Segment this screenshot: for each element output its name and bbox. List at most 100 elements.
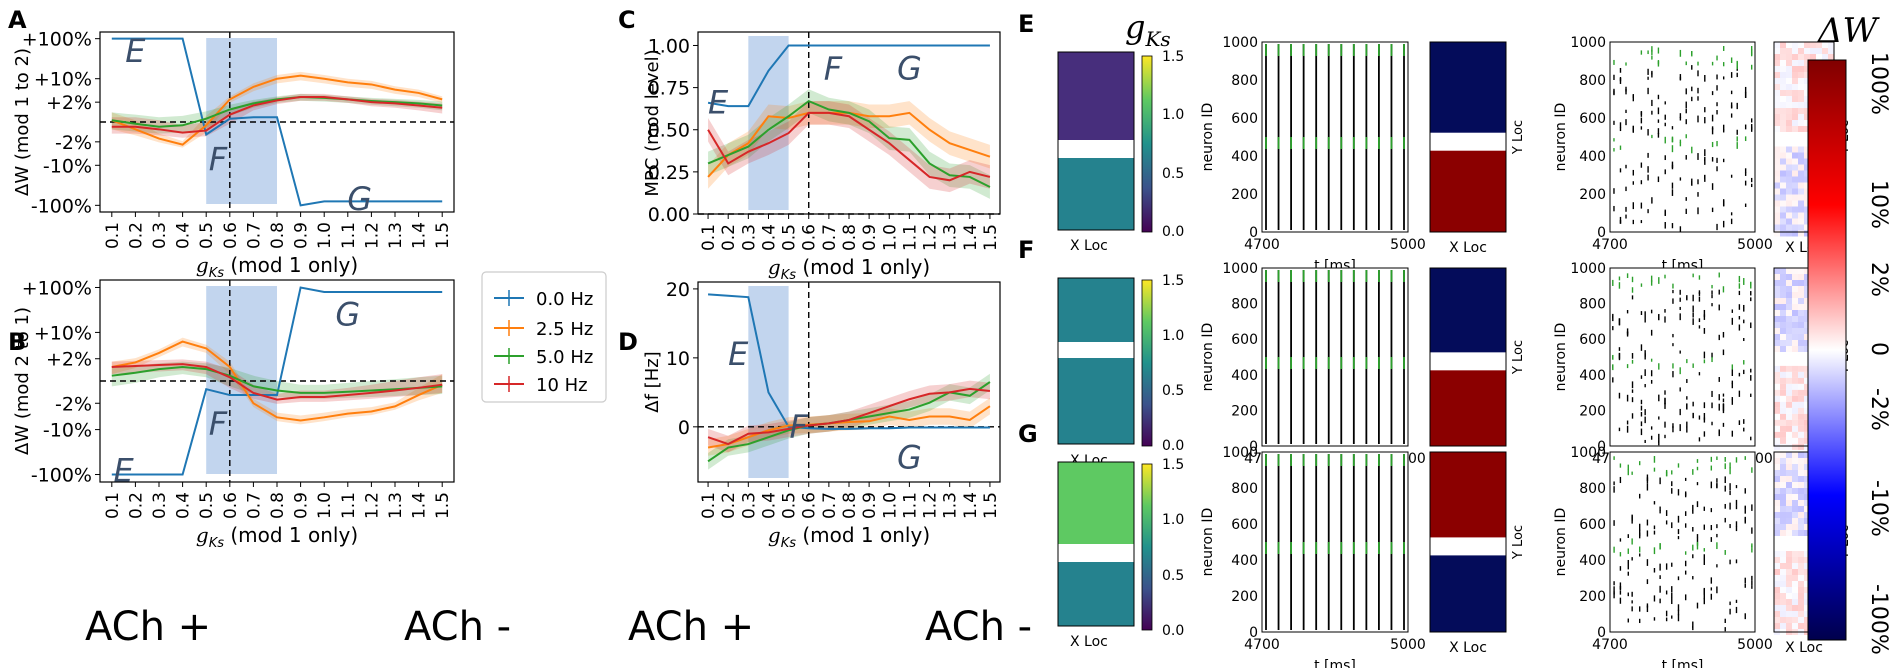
x-axis-label: gKs (mod 1 only) <box>196 523 358 551</box>
x-tick-label: 0.6 <box>800 492 820 519</box>
raster-y-tick: 1000 <box>1222 445 1258 461</box>
gks-cb-tick-e-0: 1.5 <box>1162 49 1184 65</box>
weight-cell <box>1774 575 1780 581</box>
x-tick-label: 0.7 <box>244 222 264 249</box>
weight-cell <box>1786 557 1792 563</box>
weight-cell <box>1780 340 1786 346</box>
weight-cell <box>1786 72 1792 78</box>
weight-cell <box>1780 96 1786 102</box>
weight-cell <box>1792 617 1798 623</box>
weight-cell <box>1780 623 1786 629</box>
raster-y-label: neuron ID <box>1553 508 1569 577</box>
weight-cell <box>1786 437 1792 444</box>
weight-cell <box>1804 593 1810 599</box>
phase-map-bottom <box>1430 150 1506 232</box>
phase-map-top <box>1430 268 1506 353</box>
weight-cell <box>1798 84 1804 90</box>
y-tick-label: 20 <box>666 279 690 301</box>
weight-cell <box>1798 54 1804 60</box>
weight-cell <box>1798 274 1804 280</box>
weight-cell <box>1798 322 1804 328</box>
gks-map-f-top <box>1058 278 1134 342</box>
weight-cell <box>1786 60 1792 66</box>
phase-map-top <box>1430 452 1506 538</box>
series-line-0 <box>111 286 443 476</box>
raster-y-tick: 800 <box>1579 73 1606 89</box>
weight-cell <box>1798 280 1804 286</box>
weight-cell <box>1804 470 1810 476</box>
annotation-g: G <box>897 438 922 476</box>
weight-cell <box>1786 84 1792 90</box>
weight-cell <box>1774 280 1780 286</box>
raster-y-tick: 1000 <box>1222 261 1258 277</box>
weight-cell <box>1798 316 1804 322</box>
weight-cell <box>1810 54 1816 60</box>
weight-cell <box>1798 120 1804 126</box>
legend-entry-3: 10 Hz <box>494 375 588 396</box>
weight-cell <box>1786 126 1792 132</box>
weight-cell <box>1786 212 1792 219</box>
weight-cell <box>1804 120 1810 126</box>
weight-cell <box>1804 230 1810 237</box>
weight-cell <box>1798 617 1804 623</box>
weight-cell <box>1774 617 1780 623</box>
weight-cell <box>1792 126 1798 132</box>
weight-cell <box>1798 224 1804 231</box>
weight-cell <box>1792 322 1798 328</box>
weight-cell <box>1786 146 1792 153</box>
weight-cell <box>1774 563 1780 569</box>
weight-cell <box>1798 512 1804 518</box>
weight-cell <box>1774 395 1780 402</box>
weight-cell <box>1786 316 1792 322</box>
weight-cell <box>1780 413 1786 420</box>
phase-map-bottom <box>1430 555 1506 632</box>
phase-map-frame <box>1429 451 1507 633</box>
weight-cell <box>1804 569 1810 575</box>
panel-label-a: A <box>8 6 27 34</box>
weight-cell <box>1792 437 1798 444</box>
weight-cell <box>1804 72 1810 78</box>
x-tick-label: 0.2 <box>719 224 739 251</box>
weight-cell <box>1798 437 1804 444</box>
weight-cell <box>1804 334 1810 340</box>
x-tick-label: 1.0 <box>880 224 900 251</box>
weight-cell <box>1798 575 1804 581</box>
weight-cell <box>1804 482 1810 488</box>
weight-cell <box>1792 524 1798 530</box>
x-tick-label: 0.8 <box>840 224 860 251</box>
weight-cell <box>1774 452 1780 458</box>
weight-cell <box>1798 569 1804 575</box>
raster-y-tick: 1000 <box>1222 35 1258 51</box>
weight-cell <box>1774 587 1780 593</box>
weight-cell <box>1804 212 1810 219</box>
weight-cell <box>1774 437 1780 444</box>
weight-cell <box>1786 482 1792 488</box>
weight-cell <box>1780 494 1786 500</box>
yloc-label: Y Loc <box>1511 120 1526 155</box>
weight-cell <box>1804 146 1810 153</box>
weight-cell <box>1804 182 1810 189</box>
weight-cell <box>1804 200 1810 207</box>
weight-cell <box>1798 194 1804 201</box>
weight-cell <box>1792 389 1798 396</box>
chart-c: 0.1 0.2 0.3 0.4 0.5 0.6 0.7 0.8 0.9 1.0 1.1 1.2 1.3 1… <box>642 31 1001 283</box>
weight-cell <box>1804 419 1810 426</box>
weight-cell <box>1804 78 1810 84</box>
raster-y-label: neuron ID <box>1200 103 1216 172</box>
series-ribbon-2 <box>111 361 443 399</box>
phase-map-e: X Loc Y Loc <box>1429 41 1526 256</box>
weight-cell <box>1786 611 1792 617</box>
weight-cell <box>1798 102 1804 108</box>
phase-map-top <box>1430 42 1506 133</box>
weight-cell <box>1804 48 1810 54</box>
x-tick-label: 0.5 <box>197 222 217 249</box>
weight-cell <box>1786 512 1792 518</box>
weight-cell <box>1774 212 1780 219</box>
weight-cell <box>1774 84 1780 90</box>
weight-cell <box>1804 54 1810 60</box>
ach-plus-label-right: ACh + <box>628 604 754 650</box>
weight-cell <box>1798 96 1804 102</box>
y-tick-label: 0.50 <box>648 120 690 142</box>
panel-label-b: B <box>8 328 26 356</box>
